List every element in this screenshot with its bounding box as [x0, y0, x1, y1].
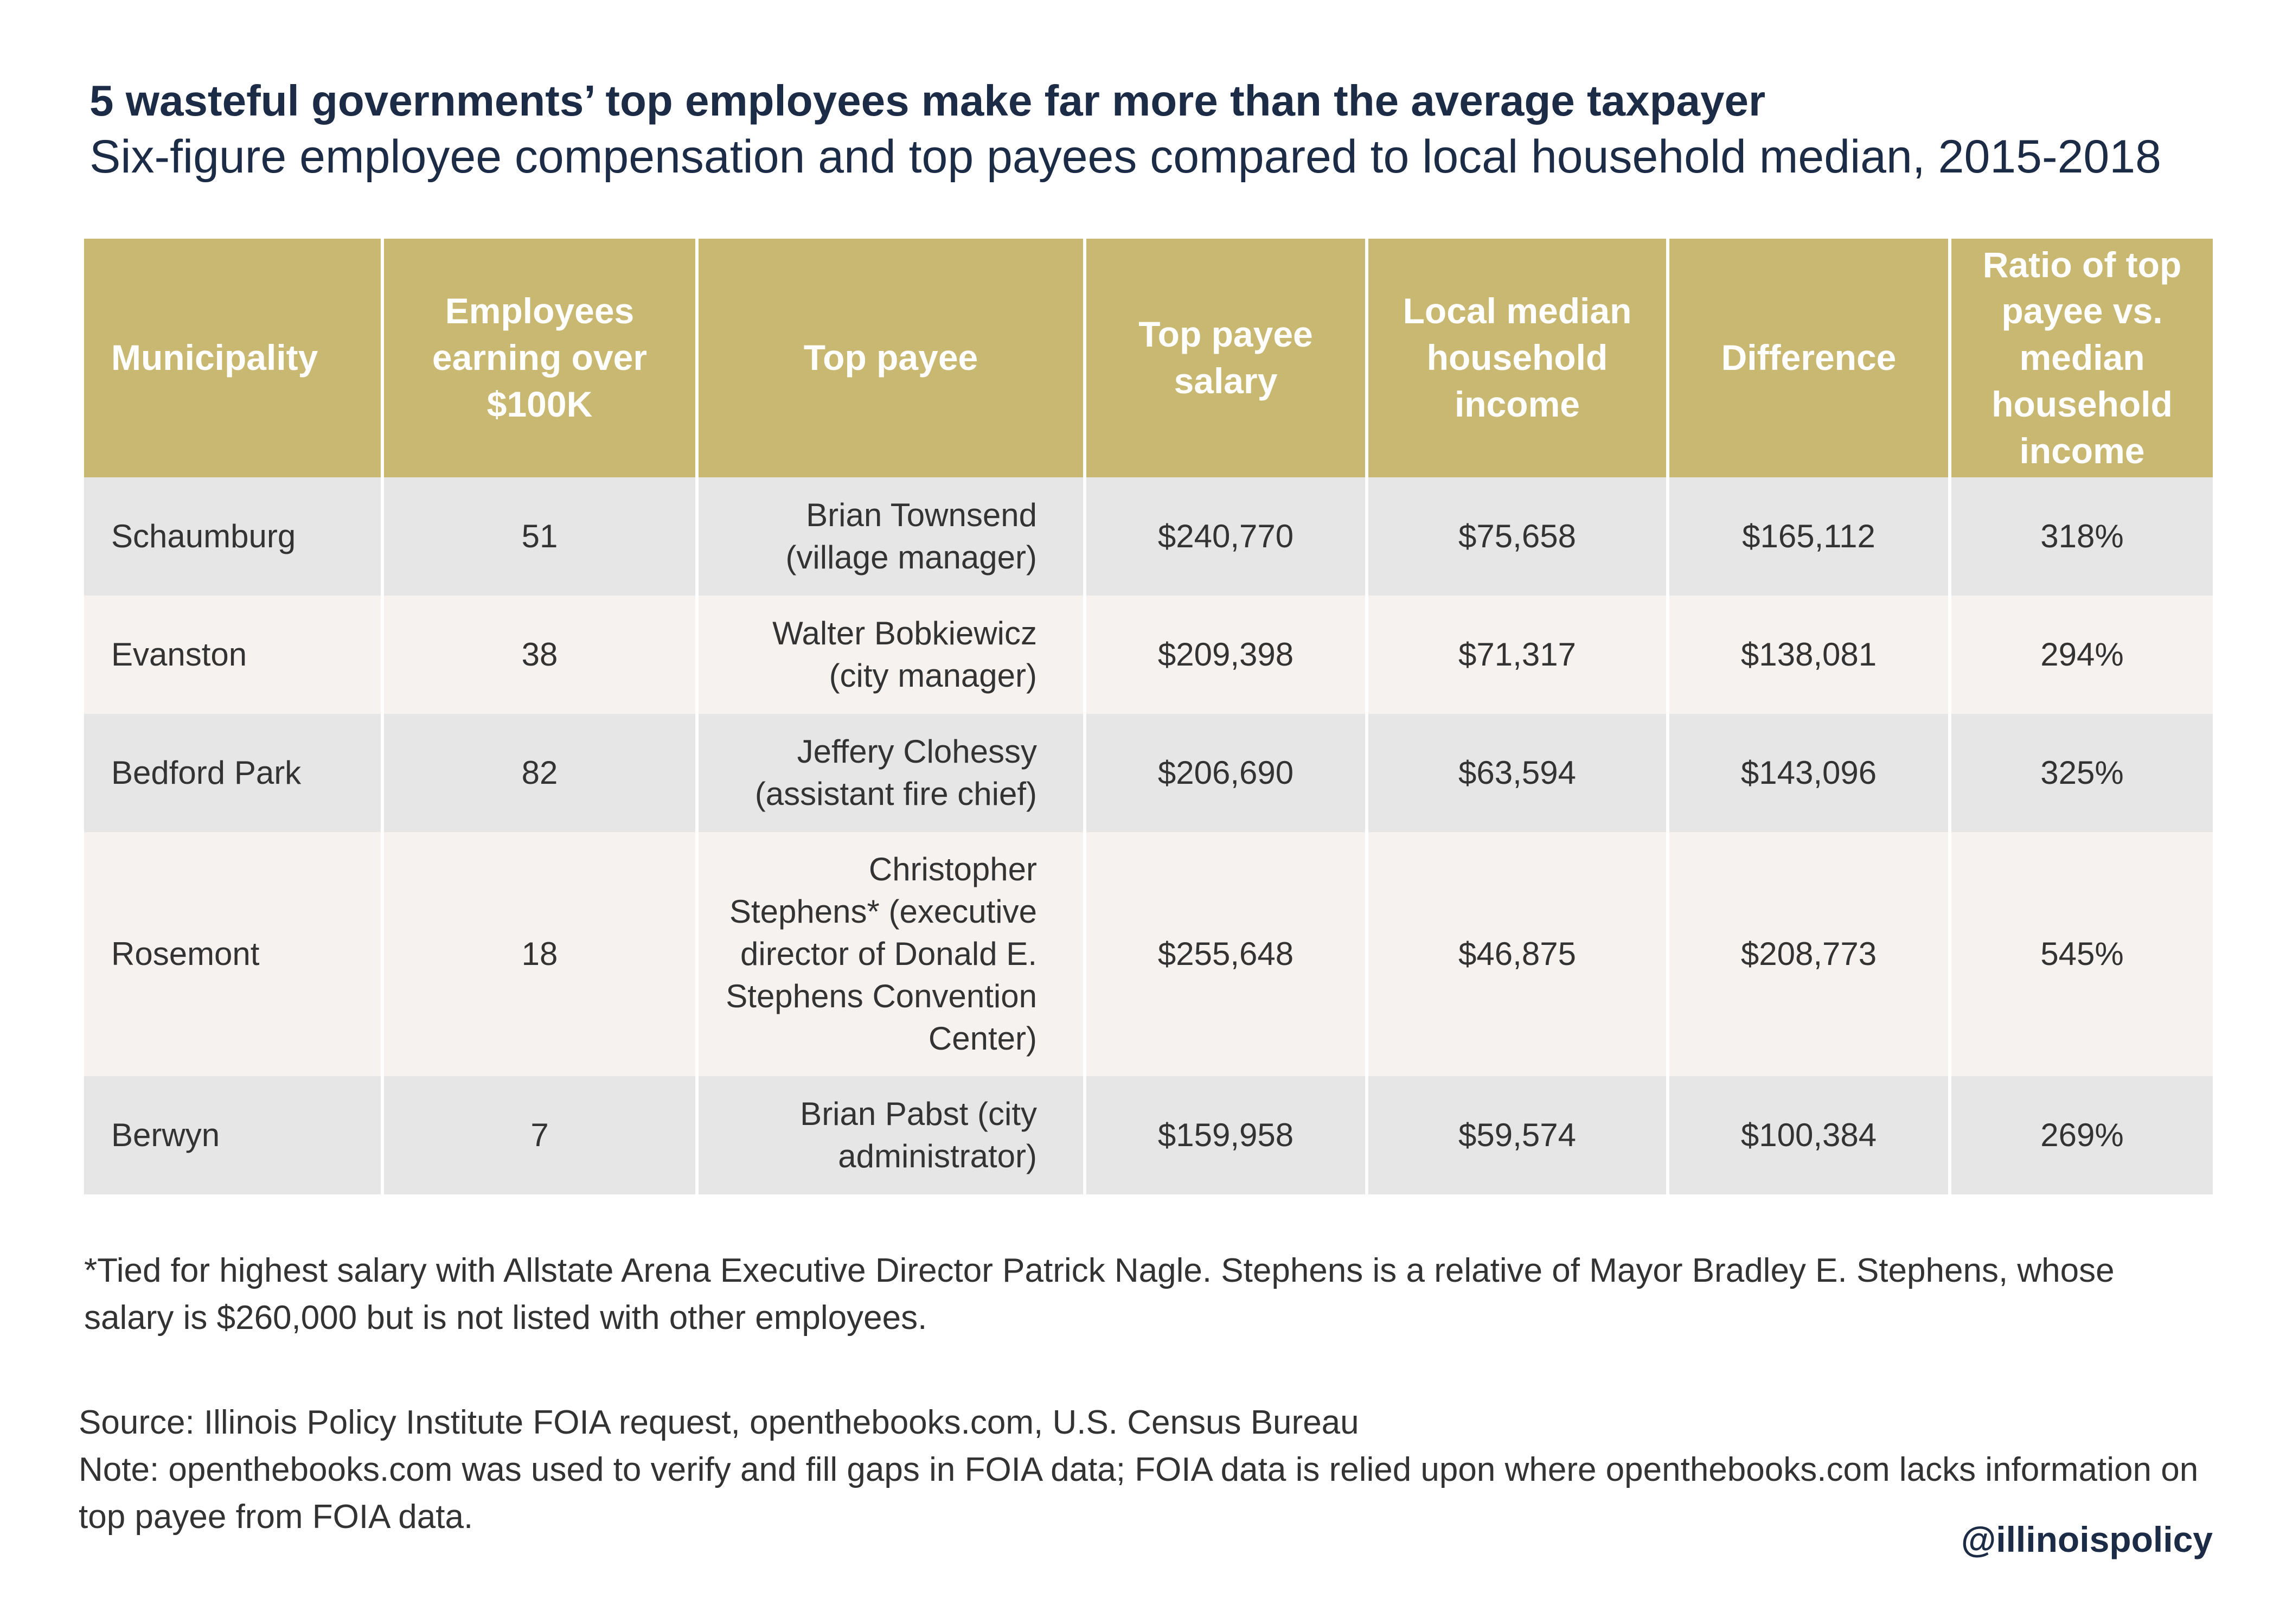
table-row: Evanston 38 Walter Bobkiewicz (city mana…	[84, 596, 2213, 714]
chart-subtitle: Six-figure employee compensation and top…	[89, 131, 2161, 183]
table-cell: 318%	[1950, 477, 2213, 596]
chart-title: 5 wasteful governments’ top employees ma…	[89, 76, 1766, 125]
table-cell: $255,648	[1085, 832, 1368, 1076]
table-cell: 7	[382, 1076, 699, 1194]
table-cell: 82	[382, 714, 699, 832]
table-cell: Berwyn	[84, 1076, 384, 1194]
table-cell: 18	[382, 832, 699, 1076]
table-cell: Brian Townsend (village manager)	[697, 477, 1086, 596]
column-header: Top payee salary	[1085, 239, 1368, 477]
table-row: Berwyn 7 Brian Pabst (city administrator…	[84, 1076, 2213, 1194]
table-cell: 325%	[1950, 714, 2213, 832]
table-cell: $209,398	[1085, 596, 1368, 714]
table-cell: $206,690	[1085, 714, 1368, 832]
data-table: Municipality Employees earning over $100…	[84, 239, 2213, 1194]
table-cell: Rosemont	[84, 832, 384, 1076]
table-cell: $143,096	[1668, 714, 1951, 832]
table-cell: Jeffery Clohessy (assistant fire chief)	[697, 714, 1086, 832]
table-cell: 51	[382, 477, 699, 596]
table-cell: $240,770	[1085, 477, 1368, 596]
column-header: Ratio of top payee vs. median household …	[1950, 239, 2213, 477]
footnote: *Tied for highest salary with Allstate A…	[84, 1252, 2115, 1337]
table-cell: $46,875	[1367, 832, 1669, 1076]
note-line: Note: openthebooks.com was used to verif…	[79, 1450, 2199, 1536]
table-cell: 269%	[1950, 1076, 2213, 1194]
table-cell: $165,112	[1668, 477, 1951, 596]
table-cell: $208,773	[1668, 832, 1951, 1076]
table-cell: 38	[382, 596, 699, 714]
column-header: Top payee	[697, 239, 1086, 477]
table-cell: $59,574	[1367, 1076, 1669, 1194]
table-row: Schaumburg 51 Brian Townsend (village ma…	[84, 477, 2213, 596]
table-cell: 545%	[1950, 832, 2213, 1076]
table-cell: $75,658	[1367, 477, 1669, 596]
column-header: Difference	[1668, 239, 1951, 477]
table-cell: $138,081	[1668, 596, 1951, 714]
column-header: Municipality	[84, 239, 384, 477]
table-cell: Christopher Stephens* (executive directo…	[697, 832, 1086, 1076]
table-cell: $63,594	[1367, 714, 1669, 832]
table-cell: Evanston	[84, 596, 384, 714]
table-cell: Bedford Park	[84, 714, 384, 832]
table-row: Rosemont 18 Christopher Stephens* (execu…	[84, 832, 2213, 1076]
table-cell: $159,958	[1085, 1076, 1368, 1194]
table-cell: Walter Bobkiewicz (city manager)	[697, 596, 1086, 714]
column-header: Employees earning over $100K	[382, 239, 699, 477]
social-handle: @illinoispolicy	[1961, 1519, 2213, 1559]
table-cell: 294%	[1950, 596, 2213, 714]
table-row: Bedford Park 82 Jeffery Clohessy (assist…	[84, 714, 2213, 832]
column-header: Local median household income	[1367, 239, 1669, 477]
header-row: Municipality Employees earning over $100…	[84, 239, 2213, 477]
source-notes: Source: Illinois Policy Institute FOIA r…	[79, 1399, 2221, 1540]
table-cell: $71,317	[1367, 596, 1669, 714]
source-line: Source: Illinois Policy Institute FOIA r…	[79, 1404, 1359, 1441]
table-cell: Brian Pabst (city administrator)	[697, 1076, 1086, 1194]
table-cell: $100,384	[1668, 1076, 1951, 1194]
table-cell: Schaumburg	[84, 477, 384, 596]
